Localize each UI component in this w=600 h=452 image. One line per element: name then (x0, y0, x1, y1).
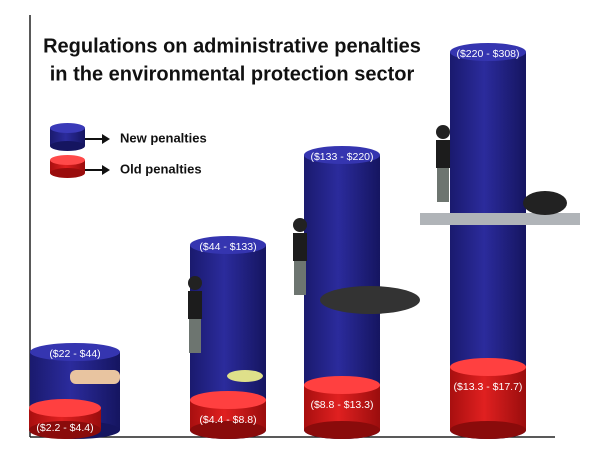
old-cylinder (29, 421, 101, 439)
new-label: ($22 - $44) (49, 348, 100, 360)
old-cylinder (190, 421, 266, 439)
shelf (420, 213, 580, 225)
new-cylinder (450, 43, 526, 61)
old-cylinder (304, 376, 380, 394)
hand (70, 370, 120, 384)
figure (188, 276, 202, 290)
new-label: ($133 - $220) (310, 151, 373, 163)
old-cylinder (450, 358, 526, 376)
trash-pile (523, 191, 567, 215)
legend: New penalties Old penalties (50, 123, 207, 178)
legend-swatch (50, 128, 85, 146)
old-cylinder (29, 399, 101, 417)
figure (293, 233, 307, 261)
new-label: ($44 - $133) (199, 241, 256, 253)
figure (188, 291, 202, 319)
figure (436, 140, 450, 168)
legend-swatch (50, 123, 85, 133)
legend-label: Old penalties (120, 161, 202, 176)
figure (189, 319, 201, 353)
figure (294, 261, 306, 295)
old-cylinder (190, 391, 266, 409)
title: in the environmental protection sector (50, 63, 415, 85)
title: Regulations on administrative penalties (43, 35, 421, 57)
old-cylinder (304, 421, 380, 439)
new-label: ($220 - $308) (456, 48, 519, 60)
figure (293, 218, 307, 232)
puddle (227, 370, 263, 382)
arrow (85, 134, 110, 144)
new-cylinder (30, 343, 120, 361)
trash-pile (320, 286, 420, 314)
figure (437, 168, 449, 202)
legend-swatch (50, 155, 85, 165)
old-cylinder (450, 367, 526, 430)
new-cylinder (304, 146, 380, 164)
legend-swatch (50, 141, 85, 151)
old-cylinder (450, 421, 526, 439)
old-label: ($8.8 - $13.3) (310, 399, 373, 411)
old-label: ($13.3 - $17.7) (454, 381, 523, 393)
new-cylinder (190, 236, 266, 254)
legend-label: New penalties (120, 130, 207, 145)
legend-swatch (50, 168, 85, 178)
arrow (85, 165, 110, 175)
old-label: ($2.2 - $4.4) (36, 422, 93, 434)
figure (436, 125, 450, 139)
old-label: ($4.4 - $8.8) (199, 414, 256, 426)
